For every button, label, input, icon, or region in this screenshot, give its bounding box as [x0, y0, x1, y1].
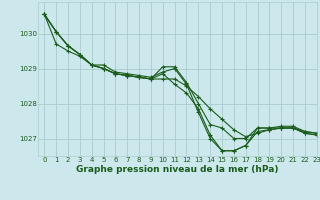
- X-axis label: Graphe pression niveau de la mer (hPa): Graphe pression niveau de la mer (hPa): [76, 165, 279, 174]
